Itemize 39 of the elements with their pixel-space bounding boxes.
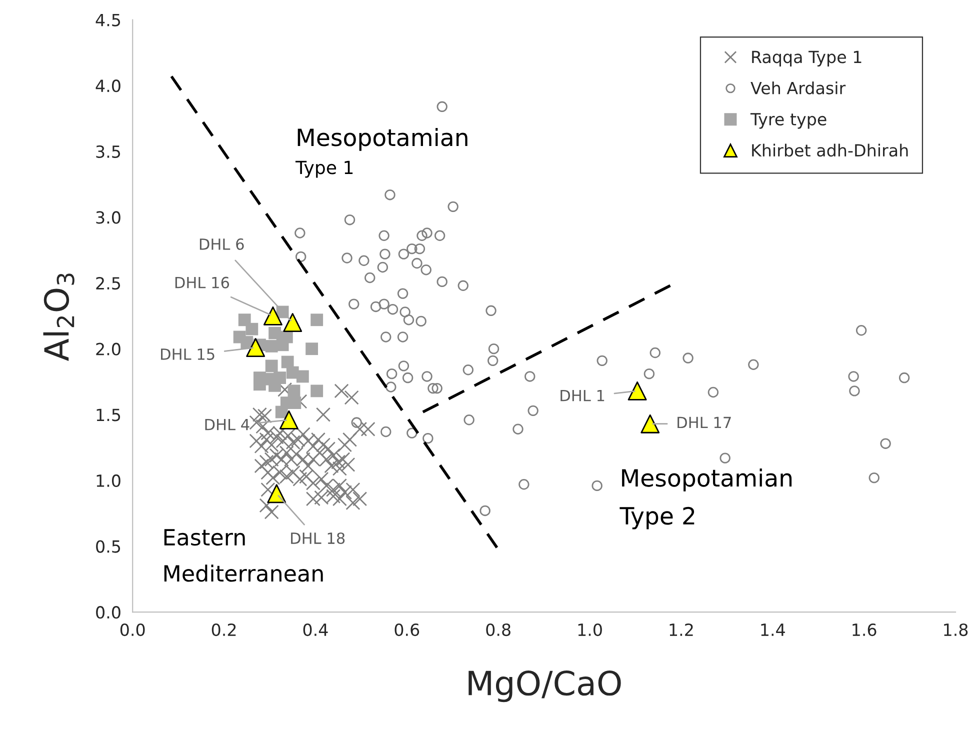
y-tick-label: 4.0	[96, 80, 120, 92]
y-tick-label: 4.5	[96, 14, 120, 26]
annotation: Type 1	[295, 160, 353, 178]
x-tick-label: 1.2	[670, 623, 693, 636]
y-tick-label: 0.0	[96, 606, 120, 619]
legend-label: Veh Ardasir	[750, 81, 846, 94]
annotation: Mesopotamian	[622, 468, 792, 492]
x-tick-label: 1.6	[852, 623, 876, 636]
y-tick-label: 2.5	[96, 276, 120, 290]
x-axis-title: MgO/CaO	[468, 670, 621, 702]
y-tick-label: 2.0	[96, 342, 120, 356]
annotation: DHL 1	[560, 390, 604, 402]
annotation: DHL 18	[291, 532, 345, 544]
x-tick-label: 1.4	[761, 624, 785, 636]
annotation: DHL 15	[161, 348, 214, 360]
y-tick-label: 0.5	[96, 540, 120, 553]
legend-label: Khirbet adh-Dhirah	[752, 144, 908, 157]
y-tick-label: 3.0	[96, 211, 120, 224]
x-tick-label: 0.2	[212, 623, 236, 636]
x-tick-label: 0.6	[394, 623, 420, 636]
y-tick-label: 3.5	[96, 145, 120, 158]
annotation: Eastern	[164, 529, 245, 546]
x-tick-label: 1.0	[578, 623, 602, 636]
y-axis-title: Al$_{2}$O$_{3}$	[43, 274, 74, 361]
x-tick-label: 1.8	[944, 623, 968, 636]
x-tick-label: 0.8	[486, 623, 510, 636]
annotation: DHL 4	[205, 418, 250, 430]
x-tick-label: 0.0	[120, 623, 145, 636]
x-tick-label: 0.4	[303, 623, 328, 636]
y-tick-label: 1.5	[96, 408, 120, 422]
annotation: DHL 16	[175, 276, 230, 288]
annotation: Mesopotamian	[298, 128, 468, 151]
annotation: Mediterranean	[164, 564, 323, 582]
legend-label: Raqqa Type 1	[752, 50, 862, 66]
y-tick-label: 1.0	[96, 474, 120, 488]
legend-label: Tyre type	[750, 113, 826, 129]
annotation: DHL 17	[678, 416, 731, 428]
annotation: Type 2	[620, 506, 694, 530]
annotation: DHL 6	[200, 238, 244, 250]
